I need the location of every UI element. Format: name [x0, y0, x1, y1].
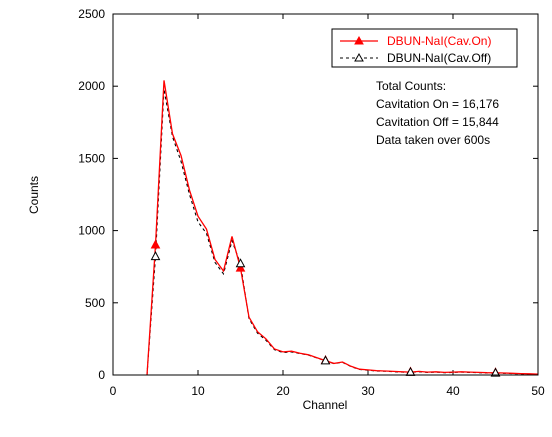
annotation-cavitation-off: Cavitation Off = 15,844 [376, 115, 499, 129]
y-tick-label: 1000 [78, 224, 105, 238]
data-point-cav-on [235, 262, 246, 272]
legend-marker-cav-off [354, 52, 364, 62]
data-point-cav-off [235, 258, 246, 268]
y-tick-label: 2500 [78, 7, 105, 21]
x-tick-label: 30 [361, 384, 375, 398]
x-tick-label: 40 [446, 384, 460, 398]
annotation-data-duration: Data taken over 600s [376, 133, 490, 147]
x-tick-label: 50 [531, 384, 545, 398]
data-point-cav-on [150, 239, 161, 249]
data-point-cav-off [490, 367, 501, 377]
legend: DBUN-NaI(Cav.On) DBUN-NaI(Cav.Off) [331, 28, 518, 68]
axis-ticks [112, 13, 539, 376]
x-axis-label: Channel [303, 398, 348, 412]
y-tick-label: 1500 [78, 151, 105, 165]
legend-marker-cav-on [354, 35, 364, 45]
series-line-cav-on [146, 80, 539, 376]
legend-label-cav-off: DBUN-NaI(Cav.Off) [387, 51, 491, 65]
legend-label-cav-on: DBUN-NaI(Cav.On) [387, 34, 491, 48]
series-line-cav-off [146, 89, 539, 376]
y-axis-label: Counts [27, 176, 41, 214]
annotation-cavitation-on: Cavitation On = 16,176 [376, 97, 499, 111]
annotation-block: Total Counts: Cavitation On = 16,176 Cav… [376, 79, 499, 147]
y-tick-label: 500 [85, 296, 105, 310]
series-layer [146, 80, 539, 377]
data-point-cav-off [150, 251, 161, 261]
y-tick-label: 0 [98, 368, 105, 382]
x-tick-label: 0 [110, 384, 117, 398]
data-point-cav-off [320, 355, 331, 365]
y-tick-label: 2000 [78, 79, 105, 93]
annotation-total-counts: Total Counts: [376, 79, 446, 93]
x-tick-label: 20 [276, 384, 290, 398]
x-tick-label: 10 [191, 384, 205, 398]
plot-area-frame [112, 13, 539, 376]
